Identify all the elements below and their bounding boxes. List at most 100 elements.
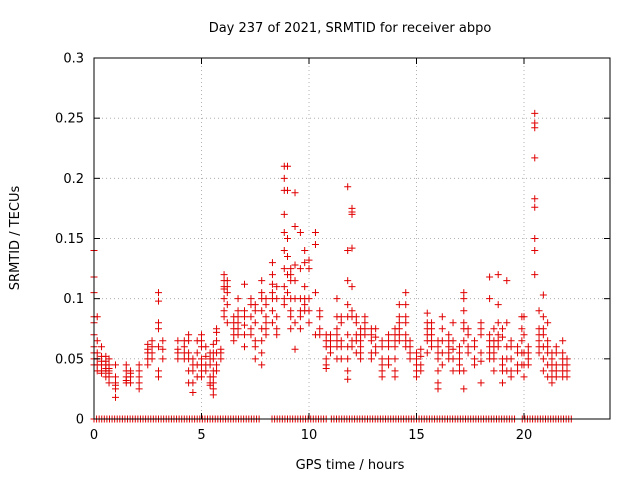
data-point [135, 373, 143, 381]
data-point [155, 373, 162, 381]
data-point [385, 361, 393, 369]
data-point [258, 289, 266, 297]
data-point [174, 349, 182, 357]
data-point [287, 325, 295, 333]
data-point [391, 367, 399, 375]
data-point [499, 325, 506, 333]
data-point [471, 355, 479, 363]
data-point [395, 325, 403, 333]
data-point [417, 367, 425, 375]
data-point [241, 331, 248, 339]
data-point [385, 331, 393, 339]
data-point [348, 244, 356, 252]
data-point [428, 343, 436, 351]
plot-frame [93, 57, 611, 420]
data-point [428, 331, 436, 339]
data-point [223, 283, 231, 291]
data-point [198, 355, 205, 363]
data-point [445, 343, 453, 351]
data-point [148, 349, 156, 357]
data-point [434, 355, 442, 363]
data-point [311, 228, 319, 236]
data-point [552, 361, 560, 369]
data-point [93, 349, 101, 357]
data-point [155, 289, 162, 297]
chart-title: Day 237 of 2021, SRMTID for receiver abp… [209, 21, 492, 36]
data-point [456, 343, 463, 351]
data-point [155, 367, 162, 375]
data-point [189, 355, 197, 363]
data-point [348, 210, 356, 218]
data-point [406, 349, 414, 357]
data-point [494, 331, 502, 339]
data-point [477, 331, 485, 339]
data-point [413, 373, 420, 381]
data-point [464, 343, 472, 351]
data-point [395, 331, 403, 339]
data-point [234, 313, 242, 321]
x-tick-label: 15 [408, 428, 425, 443]
data-point [531, 195, 539, 203]
data-point [268, 289, 276, 297]
data-point [280, 228, 288, 236]
data-point [559, 337, 567, 345]
data-point [287, 307, 295, 315]
data-point [251, 319, 259, 327]
data-point [280, 174, 288, 182]
data-point [185, 337, 193, 345]
data-point [385, 337, 393, 345]
data-point [544, 343, 552, 351]
data-point [402, 331, 410, 339]
data-point [284, 235, 291, 242]
data-point [209, 373, 217, 381]
data-point [155, 343, 162, 351]
data-point [223, 319, 231, 327]
data-point [105, 373, 113, 381]
data-point [127, 373, 135, 381]
data-point [490, 355, 498, 363]
data-point [552, 343, 560, 351]
data-point [301, 283, 309, 291]
data-point [413, 355, 420, 363]
data-point [464, 325, 472, 333]
data-point [563, 367, 571, 375]
data-point [524, 349, 532, 357]
data-point [234, 325, 242, 333]
data-point [563, 361, 571, 369]
data-point [337, 343, 345, 351]
data-point [135, 385, 143, 393]
data-point [531, 154, 539, 162]
data-point [189, 367, 197, 375]
data-point [460, 385, 468, 393]
data-point [357, 349, 365, 357]
data-point [284, 186, 291, 194]
data-point [268, 271, 276, 279]
data-point [391, 373, 399, 381]
data-point [438, 337, 446, 345]
data-point [241, 343, 248, 351]
data-point [251, 343, 259, 351]
data-point [460, 367, 468, 375]
data-point [189, 379, 197, 387]
data-point [333, 325, 341, 333]
data-point [391, 355, 399, 363]
data-point [503, 277, 511, 285]
data-point [514, 343, 522, 351]
data-point [322, 364, 330, 372]
data-point [471, 343, 479, 351]
data-point [477, 349, 485, 357]
data-point [499, 333, 506, 341]
data-point [241, 280, 248, 288]
data-point [148, 343, 156, 351]
data-point [344, 331, 352, 339]
data-point [258, 349, 266, 357]
data-point [220, 313, 228, 321]
data-point [378, 337, 386, 345]
data-point [337, 355, 345, 363]
data-point [337, 337, 345, 345]
data-point [311, 241, 319, 249]
data-point [223, 301, 231, 309]
data-point [291, 345, 299, 353]
data-point [456, 361, 463, 369]
data-point [563, 373, 571, 381]
